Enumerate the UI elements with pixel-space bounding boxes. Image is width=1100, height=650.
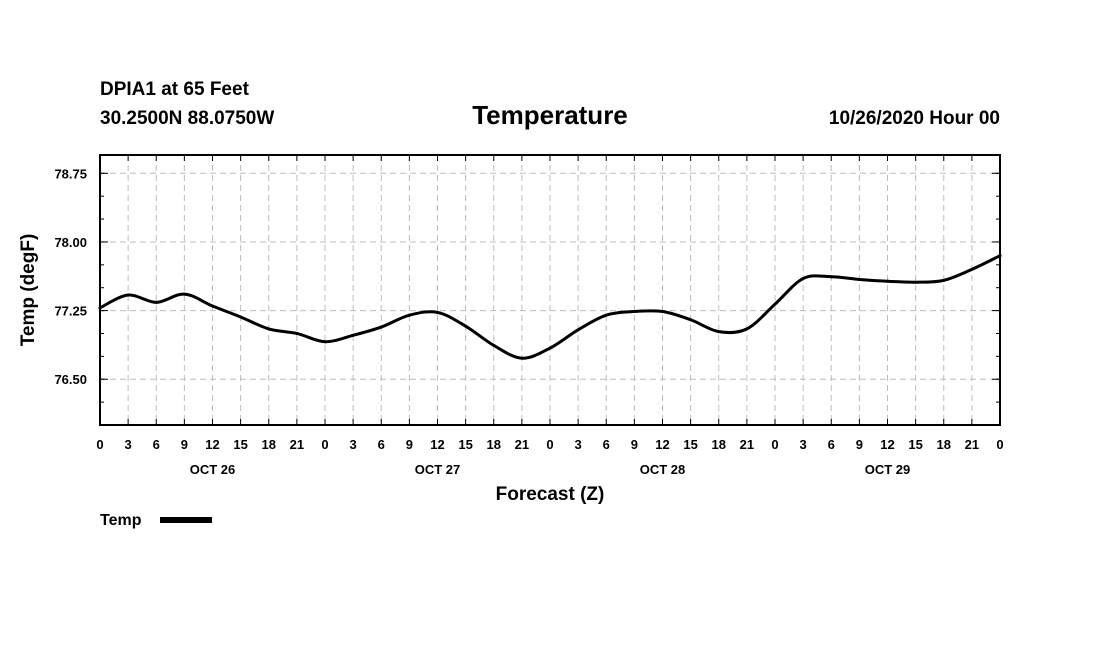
data-point — [323, 340, 327, 344]
x-tick-label: 6 — [828, 437, 835, 452]
data-point — [942, 278, 946, 282]
data-point — [857, 277, 861, 281]
data-point — [295, 331, 299, 335]
x-tick-label: 9 — [406, 437, 413, 452]
data-point — [548, 346, 552, 350]
grid — [100, 155, 1000, 425]
data-point — [914, 280, 918, 284]
data-point — [773, 302, 777, 306]
data-point — [267, 327, 271, 331]
x-tick-label: 21 — [965, 437, 979, 452]
x-tick-label: 3 — [800, 437, 807, 452]
data-point — [464, 324, 468, 328]
date-label: OCT 27 — [415, 462, 461, 477]
x-tick-label: 12 — [205, 437, 219, 452]
x-tick-label: 12 — [880, 437, 894, 452]
data-point — [407, 313, 411, 317]
y-tick-label: 78.75 — [54, 166, 87, 181]
x-tick-label: 0 — [996, 437, 1003, 452]
x-tick-label: 3 — [125, 437, 132, 452]
x-tick-label: 0 — [771, 437, 778, 452]
data-point — [436, 310, 439, 314]
data-point — [182, 292, 186, 296]
x-tick-label: 3 — [350, 437, 357, 452]
data-point — [520, 356, 524, 360]
y-tick-label: 78.00 — [54, 235, 87, 250]
data-point — [829, 275, 833, 279]
x-tick-label: 15 — [458, 437, 472, 452]
x-tick-label: 15 — [908, 437, 922, 452]
x-tick-label: 9 — [181, 437, 188, 452]
x-tick-label: 15 — [683, 437, 697, 452]
x-tick-label: 12 — [430, 437, 444, 452]
x-tick-label: 18 — [712, 437, 726, 452]
legend: Temp — [100, 512, 212, 529]
legend-label: Temp — [100, 512, 142, 529]
data-point — [239, 315, 243, 319]
y-tick-label: 76.50 — [54, 372, 87, 387]
coords-label: 30.2500N 88.0750W — [100, 108, 274, 129]
data-point — [492, 343, 496, 347]
data-point — [661, 310, 664, 314]
date-label: OCT 29 — [865, 462, 911, 477]
data-point — [801, 277, 805, 281]
series-layer — [98, 254, 1002, 360]
data-point — [576, 328, 580, 332]
y-tick-label: 77.25 — [54, 304, 87, 319]
x-tick-label: 12 — [655, 437, 669, 452]
data-point — [154, 300, 158, 304]
y-axis-label: Temp (degF) — [18, 234, 39, 347]
data-point — [745, 327, 749, 331]
station-label: DPIA1 at 65 Feet — [100, 79, 250, 100]
plot-frame — [99, 154, 1001, 426]
data-point — [970, 267, 974, 271]
data-point — [632, 310, 636, 314]
data-point — [211, 304, 214, 308]
x-tick-label: 9 — [856, 437, 863, 452]
date-label: OCT 28 — [640, 462, 686, 477]
x-tick-label: 15 — [233, 437, 247, 452]
x-axis-label: Forecast (Z) — [496, 484, 605, 505]
data-point — [689, 318, 693, 322]
x-tick-label: 6 — [153, 437, 160, 452]
data-point — [886, 279, 889, 283]
date-label: OCT 26 — [190, 462, 236, 477]
x-tick-label: 9 — [631, 437, 638, 452]
x-tick-label: 21 — [740, 437, 754, 452]
x-tick-label: 18 — [937, 437, 951, 452]
forecast-datetime: 10/26/2020 Hour 00 — [829, 108, 1000, 129]
x-tick-label: 21 — [515, 437, 529, 452]
x-tick-label: 0 — [546, 437, 553, 452]
x-tick-label: 6 — [378, 437, 385, 452]
data-point — [604, 313, 608, 317]
y-axis-ticks: 76.50 77.25 78.00 78.75 — [54, 166, 1000, 426]
chart-title: Temperature — [472, 100, 628, 130]
x-tick-label: 18 — [487, 437, 501, 452]
data-point — [126, 293, 130, 297]
x-axis-ticks: 0 3 6 9 12 15 18 21 0 3 6 9 12 15 18 21 0 3 6 9 12 15 18 21 0 3 6 9… — [96, 155, 1004, 477]
data-point — [351, 333, 355, 337]
x-tick-label: 0 — [96, 437, 103, 452]
data-point — [717, 330, 721, 334]
x-tick-label: 6 — [603, 437, 610, 452]
x-tick-label: 18 — [262, 437, 276, 452]
x-tick-label: 21 — [290, 437, 304, 452]
x-tick-label: 3 — [575, 437, 582, 452]
data-point — [379, 325, 383, 329]
x-tick-label: 0 — [321, 437, 328, 452]
